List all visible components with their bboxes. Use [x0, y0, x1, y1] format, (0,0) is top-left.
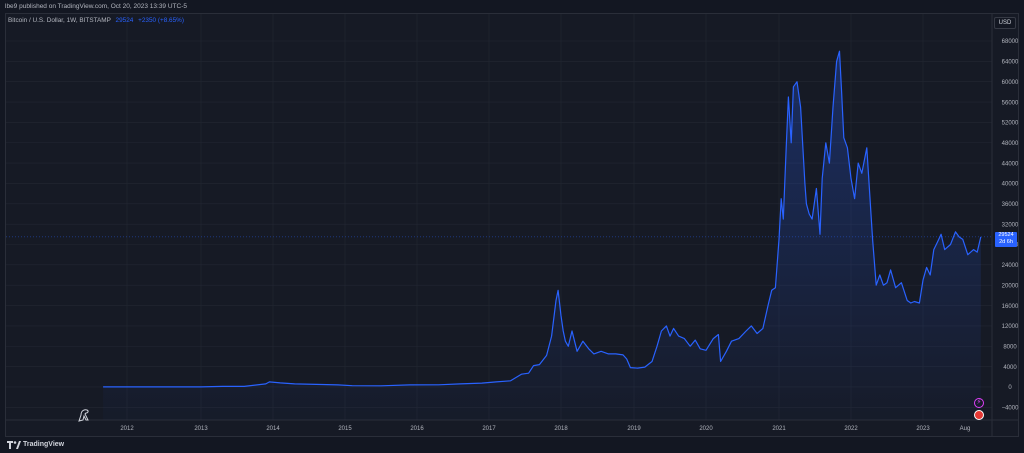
top-bar: lbe9 published on TradingView.com, Oct 2… [0, 0, 1024, 13]
brand-name[interactable]: TradingView [23, 441, 65, 448]
series-line [103, 50, 982, 388]
y-tick-label: 44000 [1002, 161, 1019, 167]
x-tick-label: 2013 [194, 426, 208, 432]
x-tick-label: 2014 [266, 426, 280, 432]
y-tick-label: 20000 [1002, 283, 1019, 289]
footer: TradingView [0, 437, 1024, 453]
tradingview-logo-icon[interactable] [7, 441, 21, 449]
x-tick-label: 2018 [554, 426, 568, 432]
last-price-value: 29524 [998, 231, 1014, 238]
bar-countdown: 2d 6h [999, 238, 1013, 245]
x-tick-label: 2021 [772, 426, 786, 432]
dinosaur-watermark-icon [78, 409, 89, 422]
y-tick-label: 0 [1008, 385, 1012, 391]
y-tick-label: −4000 [1002, 406, 1020, 412]
y-tick-label: 68000 [1002, 39, 1019, 45]
y-tick-label: 52000 [1002, 121, 1019, 127]
y-tick-label: 56000 [1002, 100, 1019, 106]
y-tick-label: 12000 [1002, 324, 1019, 330]
y-tick-label: 8000 [1003, 344, 1017, 350]
symbol-change: +2350 (+8.65%) [138, 17, 184, 24]
symbol-last-price: 29524 [115, 17, 134, 24]
y-tick-label: 64000 [1002, 60, 1019, 66]
y-tick-label: 24000 [1002, 263, 1019, 269]
y-tick-label: 32000 [1002, 222, 1019, 228]
flag-icon[interactable] [974, 410, 984, 420]
x-tick-label: 2022 [844, 426, 858, 432]
y-tick-label: 16000 [1002, 304, 1019, 310]
x-tick-label: Aug [960, 426, 971, 432]
x-tick-label: 2016 [410, 426, 424, 432]
series-area [103, 51, 981, 420]
y-tick-label: 60000 [1002, 80, 1019, 86]
last-price-badge: 29524 2d 6h [995, 231, 1017, 247]
symbol-name: Bitcoin / U.S. Dollar, 1W, BITSTAMP [8, 17, 111, 24]
x-tick-label: 2012 [120, 426, 134, 432]
published-info: lbe9 published on TradingView.com, Oct 2… [5, 3, 187, 10]
y-tick-label: 40000 [1002, 182, 1019, 188]
x-tick-label: 2019 [627, 426, 641, 432]
y-tick-label: 4000 [1003, 365, 1017, 371]
y-tick-label: 48000 [1002, 141, 1019, 147]
x-tick-label: 2023 [916, 426, 930, 432]
symbol-legend: Bitcoin / U.S. Dollar, 1W, BITSTAMP 2952… [8, 17, 184, 24]
y-tick-label: 36000 [1002, 202, 1019, 208]
currency-button[interactable]: USD [994, 17, 1016, 29]
x-tick-label: 2020 [699, 426, 713, 432]
x-tick-label: 2017 [482, 426, 496, 432]
bolt-icon[interactable]: ⚡ [974, 398, 984, 408]
x-tick-label: 2015 [338, 426, 352, 432]
